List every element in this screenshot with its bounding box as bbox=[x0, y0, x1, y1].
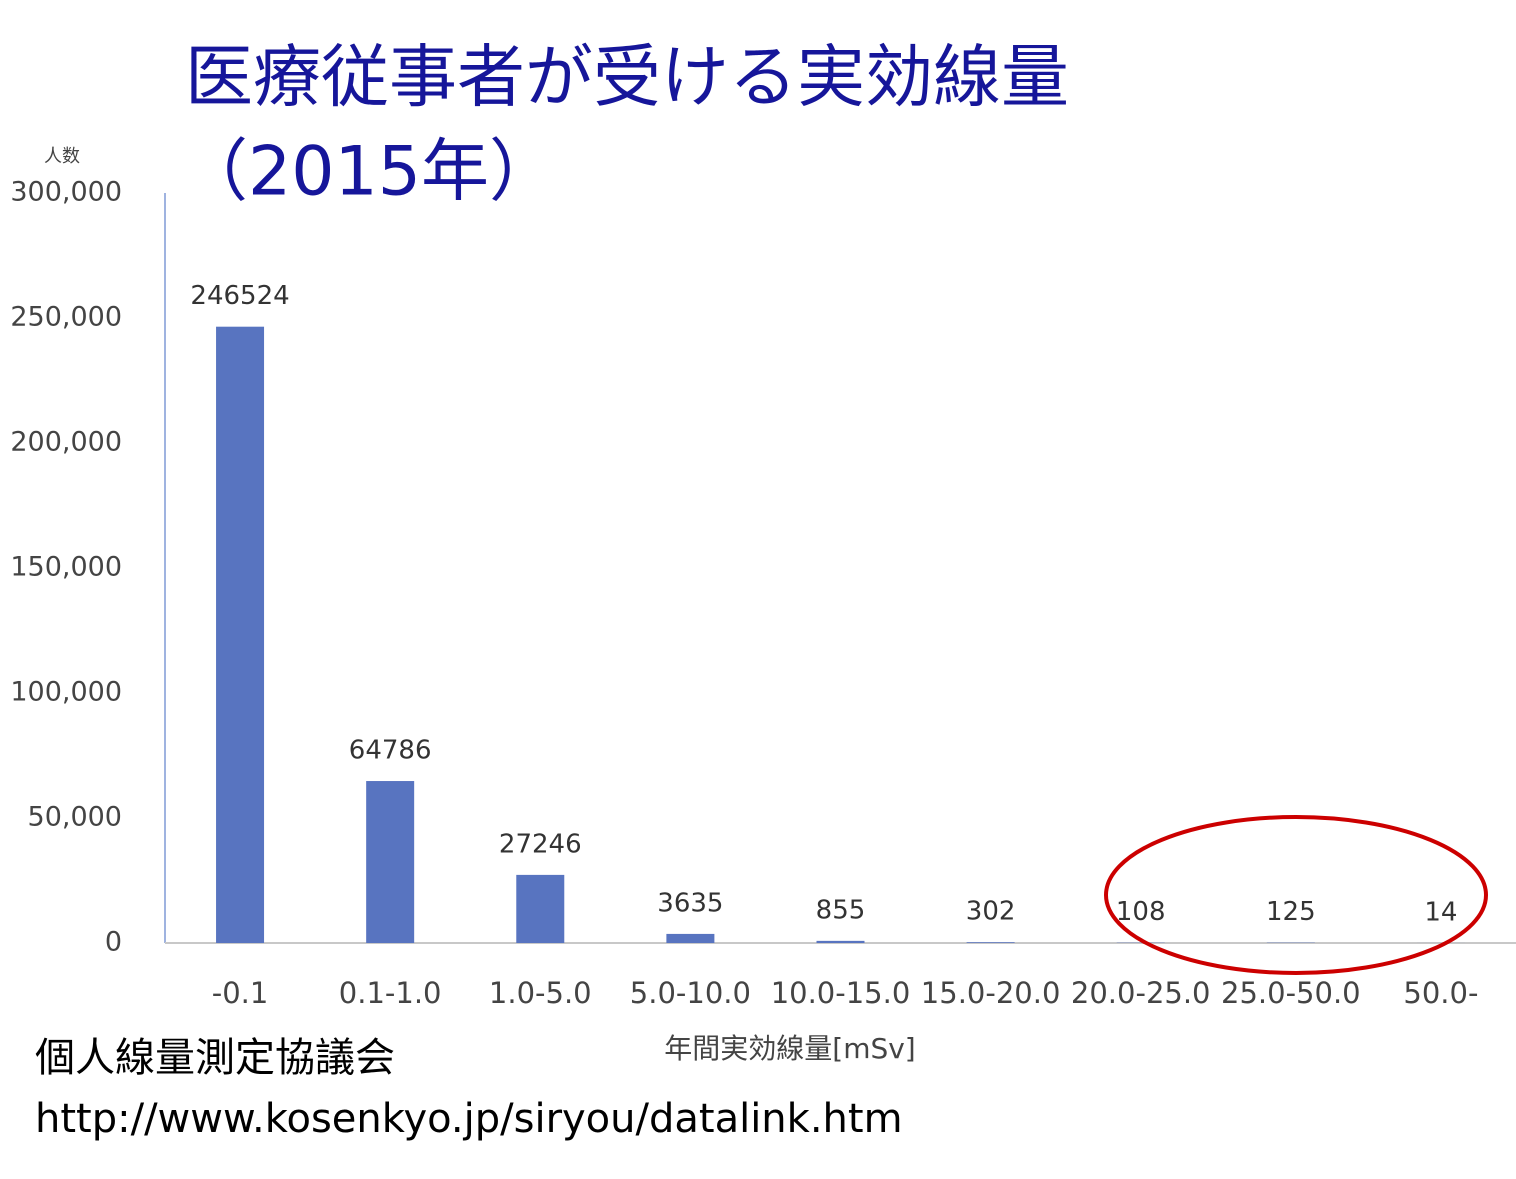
bar bbox=[366, 781, 415, 943]
x-tick-label: 20.0-25.0 bbox=[1071, 976, 1211, 1010]
value-label: 3635 bbox=[657, 888, 723, 918]
source: 個人線量測定協議会 bbox=[35, 1035, 395, 1081]
value-label: 125 bbox=[1266, 897, 1316, 927]
y-tick-label: 50,000 bbox=[28, 802, 122, 833]
bar bbox=[816, 940, 865, 943]
bar bbox=[966, 942, 1015, 943]
x-tick-label: 10.0-15.0 bbox=[771, 976, 911, 1010]
value-label: 14 bbox=[1424, 897, 1457, 927]
x-tick-label: -0.1 bbox=[212, 976, 269, 1010]
x-tick-label: 5.0-10.0 bbox=[630, 976, 751, 1010]
value-label: 855 bbox=[816, 895, 866, 925]
y-tick-label: 100,000 bbox=[10, 677, 122, 708]
value-label: 64786 bbox=[349, 736, 432, 766]
highlight-ellipse bbox=[1104, 815, 1488, 975]
source-url: http://www.kosenkyo.jp/siryou/datalink.h… bbox=[35, 1096, 903, 1142]
value-label: 246524 bbox=[190, 281, 289, 311]
x-tick-label: 1.0-5.0 bbox=[489, 976, 592, 1010]
y-tick-label: 250,000 bbox=[10, 302, 122, 333]
y-tick-label: 200,000 bbox=[10, 427, 122, 458]
x-tick-label: 25.0-50.0 bbox=[1221, 976, 1361, 1010]
x-axis-label: 年間実効線量[mSv] bbox=[664, 1032, 915, 1065]
y-tick-label: 300,000 bbox=[10, 177, 122, 208]
x-tick-label: 15.0-20.0 bbox=[921, 976, 1061, 1010]
bar bbox=[216, 326, 265, 943]
value-label: 108 bbox=[1116, 897, 1166, 927]
value-label: 27246 bbox=[499, 829, 582, 859]
y-tick-label: 0 bbox=[105, 927, 122, 958]
x-tick-label: 0.1-1.0 bbox=[339, 976, 442, 1010]
y-tick-label: 150,000 bbox=[10, 552, 122, 583]
bar bbox=[516, 874, 565, 943]
chart-subtitle: （2015年） bbox=[180, 133, 557, 212]
bar bbox=[666, 933, 715, 943]
y-axis-label: 人数 bbox=[44, 146, 80, 167]
x-tick-label: 50.0- bbox=[1403, 976, 1478, 1010]
value-label: 302 bbox=[966, 897, 1016, 927]
chart-title: 医療従事者が受ける実効線量 bbox=[185, 39, 1069, 118]
